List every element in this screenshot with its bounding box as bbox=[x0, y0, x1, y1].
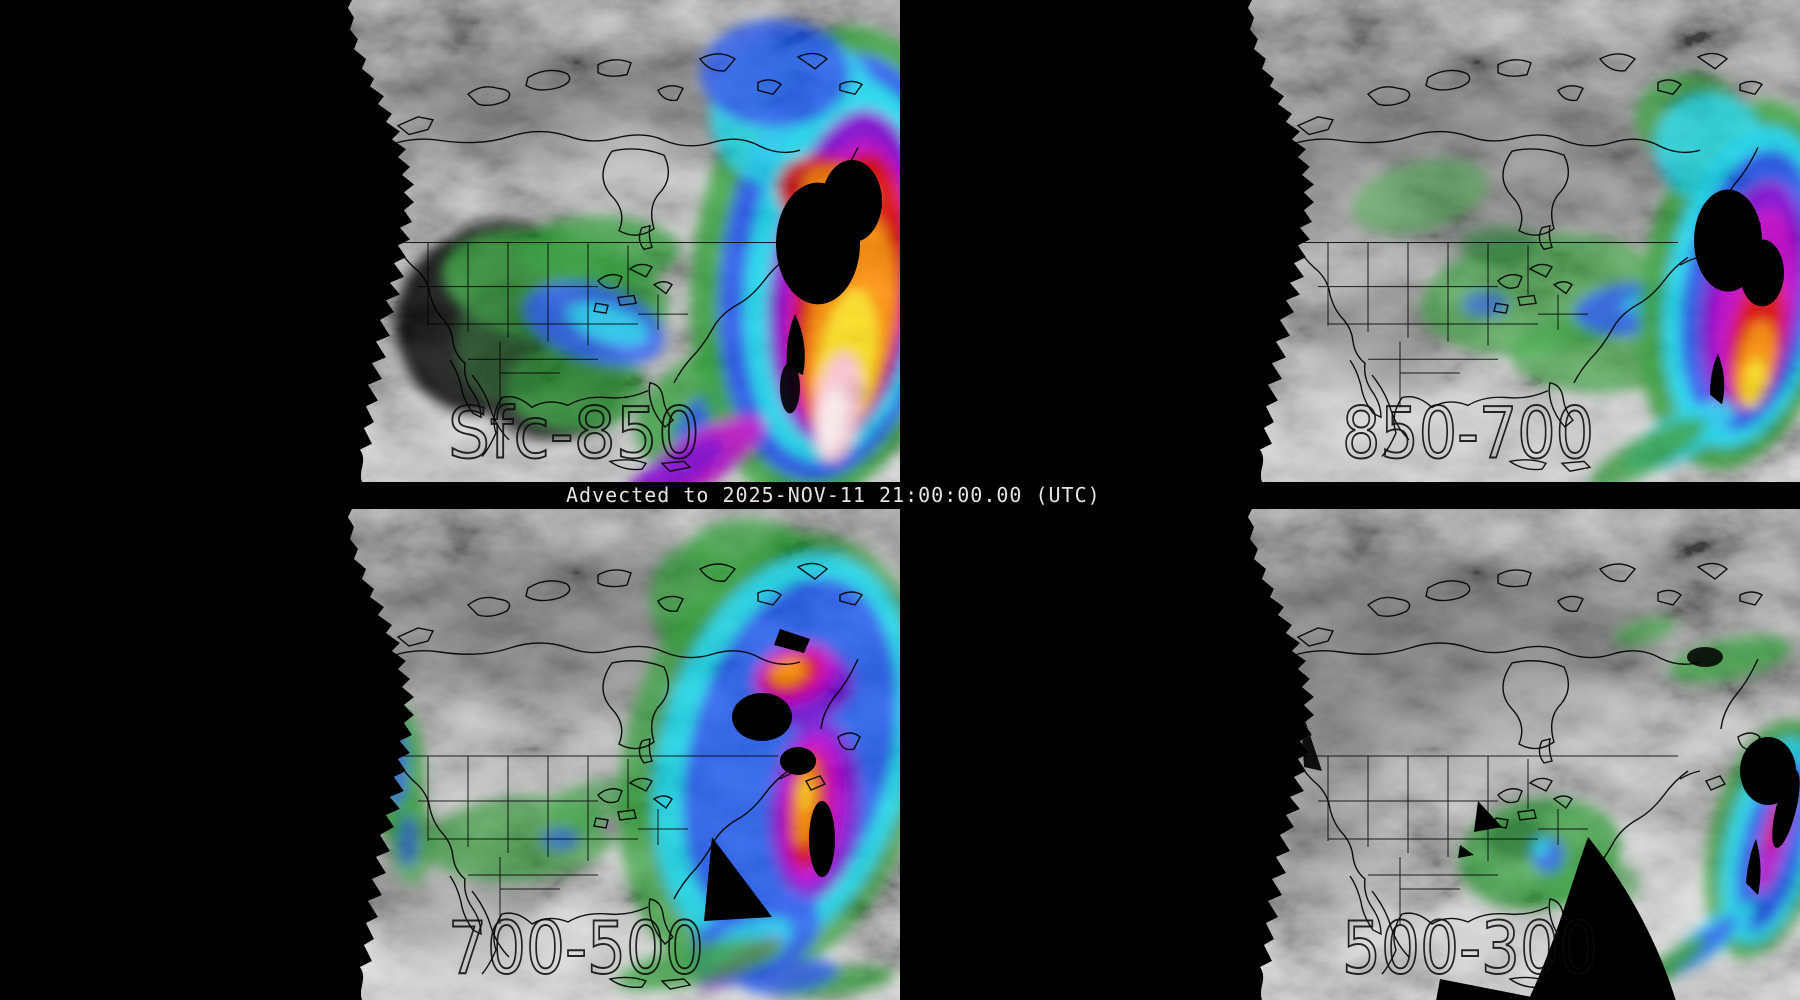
timestamp-bar: Advected to 2025-NOV-11 21:00:00.00 (UTC… bbox=[0, 482, 1800, 509]
panel-sfc-850: Sfc-850 bbox=[0, 0, 900, 482]
panel-850-700: 850-700 bbox=[900, 0, 1800, 482]
map-image-500-300: 500-300 bbox=[900, 509, 1800, 1000]
panel-500-300: 500-300 bbox=[900, 509, 1800, 1000]
layer-label-850-700: 850-700 bbox=[1342, 392, 1594, 474]
saturated-black-blobs bbox=[704, 629, 835, 921]
map-image-850-700: 850-700 bbox=[900, 0, 1800, 482]
layer-label-500-300: 500-300 bbox=[1342, 906, 1598, 990]
map-image-sfc-850: Sfc-850 bbox=[0, 0, 900, 482]
layer-label-sfc-850: Sfc-850 bbox=[448, 392, 700, 474]
layer-label-700-500: 700-500 bbox=[448, 906, 704, 990]
saturated-black-blobs bbox=[1694, 189, 1784, 405]
advected-timestamp: Advected to 2025-NOV-11 21:00:00.00 (UTC… bbox=[566, 483, 1101, 507]
panel-700-500: 700-500 bbox=[0, 509, 900, 1000]
map-image-700-500: 700-500 bbox=[0, 509, 900, 1000]
saturated-black-blobs bbox=[1300, 647, 1800, 1000]
